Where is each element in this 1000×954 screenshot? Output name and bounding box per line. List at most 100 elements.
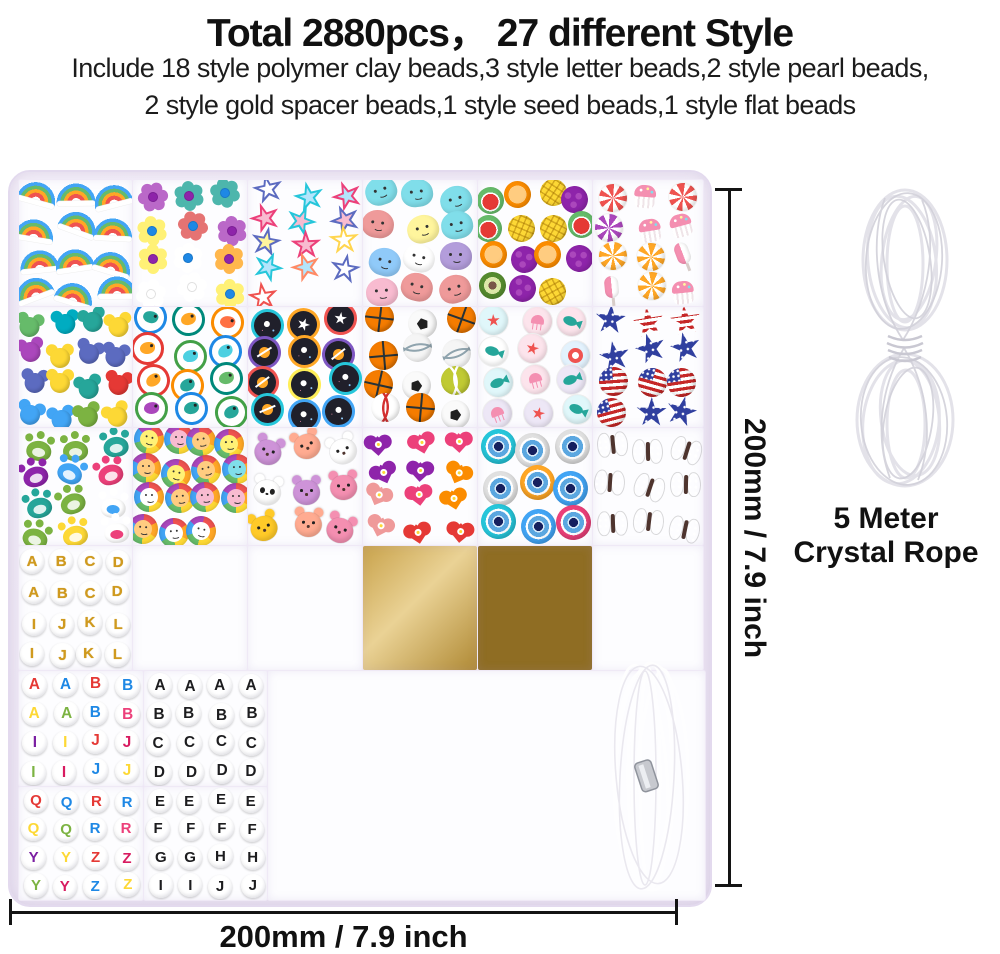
compartment-fruit bbox=[477, 179, 593, 307]
mickey-bead bbox=[100, 364, 132, 399]
cloud-bead bbox=[366, 244, 405, 280]
heart-bead bbox=[405, 428, 439, 461]
smileyflower-bead bbox=[188, 481, 221, 514]
sport-bead bbox=[401, 331, 434, 365]
letter-bead: F bbox=[145, 816, 171, 841]
compartment-cloud bbox=[362, 179, 478, 307]
letter-bead: E bbox=[238, 789, 263, 814]
dimension-cap-right bbox=[675, 899, 678, 925]
sport-bead bbox=[439, 364, 472, 397]
candy-bead bbox=[665, 209, 697, 241]
flower-bead bbox=[215, 278, 246, 306]
letter-bead: Z bbox=[83, 845, 108, 870]
compartment-star bbox=[247, 179, 363, 307]
space-bead bbox=[287, 334, 322, 369]
heart-bead bbox=[444, 429, 473, 457]
flower-bead bbox=[133, 275, 169, 306]
sport-bead bbox=[368, 340, 400, 372]
letter-bead: A bbox=[238, 673, 264, 699]
letter-bead: G bbox=[148, 845, 173, 871]
letter-bead: J bbox=[114, 758, 140, 784]
letter-bead: B bbox=[176, 701, 202, 727]
page-title: Total 2880pcs， 27 different Style bbox=[206, 12, 794, 55]
letter-bead: A bbox=[54, 701, 80, 726]
rope-label-line-2: Crystal Rope bbox=[793, 536, 979, 569]
letter-bead: D bbox=[238, 759, 264, 785]
heart-bead bbox=[444, 518, 474, 545]
letter-bead: C bbox=[238, 731, 264, 757]
compartment-animal bbox=[247, 427, 363, 546]
letter-bead: Y bbox=[53, 845, 79, 870]
butterfly-bead bbox=[667, 432, 703, 468]
paw-bead bbox=[19, 514, 57, 545]
candy-bead bbox=[671, 240, 696, 273]
rainbow-bead bbox=[19, 180, 62, 211]
letter-bead: I bbox=[148, 873, 173, 898]
letter-bead: L bbox=[105, 642, 130, 667]
cloud-bead bbox=[363, 208, 396, 240]
flower-bead bbox=[135, 214, 169, 248]
flower-bead bbox=[174, 207, 212, 245]
candy-bead bbox=[636, 241, 667, 272]
sport-bead bbox=[437, 395, 475, 427]
candy-bead bbox=[637, 271, 667, 301]
flower-bead bbox=[213, 243, 244, 274]
letter-bead: D bbox=[147, 760, 172, 785]
dimension-cap-bottom bbox=[715, 884, 742, 887]
height-dimension-line bbox=[728, 190, 731, 886]
letter-bead: E bbox=[177, 789, 202, 814]
rainbow-bead bbox=[19, 213, 57, 246]
letter-bead: I bbox=[178, 873, 203, 898]
compartment-mickey bbox=[18, 306, 133, 428]
dimension-cap-top bbox=[715, 188, 742, 191]
dino-bead bbox=[173, 390, 209, 426]
letter-bead: L bbox=[105, 612, 131, 637]
letter-bead: I bbox=[51, 760, 77, 785]
star-bead bbox=[247, 279, 282, 307]
letter-bead: B bbox=[146, 702, 172, 728]
fruit-bead bbox=[479, 239, 509, 269]
letter-bead: Z bbox=[115, 872, 140, 897]
flower-bead bbox=[207, 180, 243, 211]
width-dimension-label: 200mm / 7.9 inch bbox=[219, 919, 468, 954]
butterfly-bead bbox=[630, 470, 670, 506]
sport-bead bbox=[443, 307, 477, 338]
compartment-smileyflower bbox=[132, 427, 248, 546]
rope-label-line-1: 5 Meter bbox=[833, 502, 939, 535]
rainbow-bead bbox=[97, 273, 132, 300]
letter-bead: A bbox=[19, 549, 45, 574]
smileyflower-bead bbox=[221, 453, 247, 485]
letter-bead: E bbox=[147, 789, 173, 814]
letter-bead: R bbox=[84, 789, 109, 814]
letter-bead: Z bbox=[83, 874, 108, 899]
flower-bead bbox=[138, 244, 169, 275]
letter-bead: J bbox=[240, 873, 265, 898]
letter-bead: C bbox=[77, 581, 103, 606]
compartment-rainbow bbox=[18, 179, 133, 307]
smileyflower-bead bbox=[220, 482, 247, 513]
letter-bead: D bbox=[105, 579, 130, 605]
heart-bead bbox=[437, 484, 470, 517]
letter-bead: F bbox=[240, 817, 265, 842]
compartment-sport bbox=[362, 306, 478, 428]
star-bead bbox=[326, 250, 363, 287]
compartment-evileye bbox=[477, 427, 593, 546]
butterfly-bead bbox=[631, 506, 667, 537]
letter-bead: C bbox=[77, 549, 103, 574]
letter-bead: B bbox=[82, 701, 108, 726]
letter-bead: D bbox=[179, 760, 204, 786]
animal-bead bbox=[320, 508, 361, 545]
animal-bead bbox=[248, 430, 289, 470]
description-line-2: 2 style gold spacer beads,1 style seed b… bbox=[144, 90, 856, 120]
sport-bead bbox=[404, 392, 437, 424]
fruit-bead bbox=[536, 274, 570, 306]
cloud-bead bbox=[440, 242, 473, 271]
cloud-bead bbox=[399, 180, 435, 210]
candy-bead bbox=[669, 278, 697, 306]
letter-bead: B bbox=[115, 674, 141, 699]
space-bead bbox=[250, 392, 285, 427]
animal-bead bbox=[248, 507, 283, 545]
